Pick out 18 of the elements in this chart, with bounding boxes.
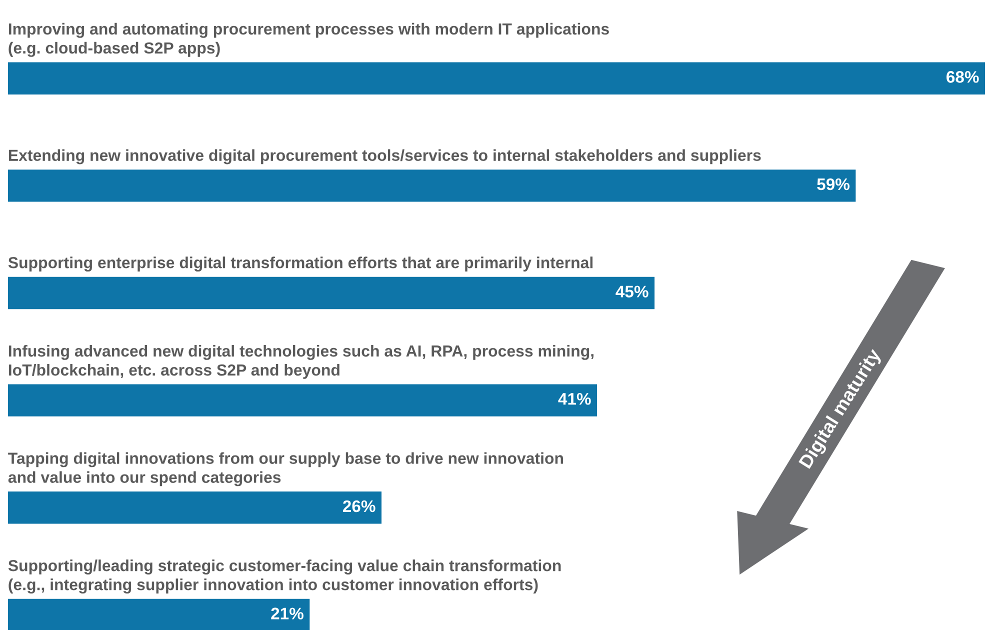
y-tick-label: Improving and automating procurement processes with modern IT applications (e.g. cloud-based S2P apps) xyxy=(8,22,609,57)
bar xyxy=(8,384,598,416)
bar xyxy=(8,598,310,630)
bar xyxy=(8,276,655,310)
y-tick-label: Supporting/leading strategic customer-facing value chain transformation (e.g., integrating supplier innovation into customer innovation efforts) xyxy=(8,560,561,594)
data-label: 41% xyxy=(558,393,591,405)
data-label: 68% xyxy=(946,71,979,83)
y-tick-label: Infusing advanced new digital technologies such as AI, RPA, process mining, IoT/blockchain, etc. across S2P and beyond xyxy=(8,344,594,379)
bar xyxy=(8,492,382,524)
y-tick-label: Tapping digital innovations from our supply base to drive new innovation and value into our spend categories xyxy=(8,452,564,486)
data-label: 26% xyxy=(342,500,376,512)
data-label: 45% xyxy=(616,286,648,298)
data-label: 59% xyxy=(817,178,850,190)
y-tick-label: Supporting enterprise digital transformation efforts that are primarily internal xyxy=(8,256,593,272)
bar xyxy=(8,170,856,202)
bar xyxy=(8,62,986,94)
y-tick-label: Extending new innovative digital procurement tools/services to internal stakeholders and suppliers xyxy=(8,149,761,164)
data-label: 21% xyxy=(271,608,304,620)
